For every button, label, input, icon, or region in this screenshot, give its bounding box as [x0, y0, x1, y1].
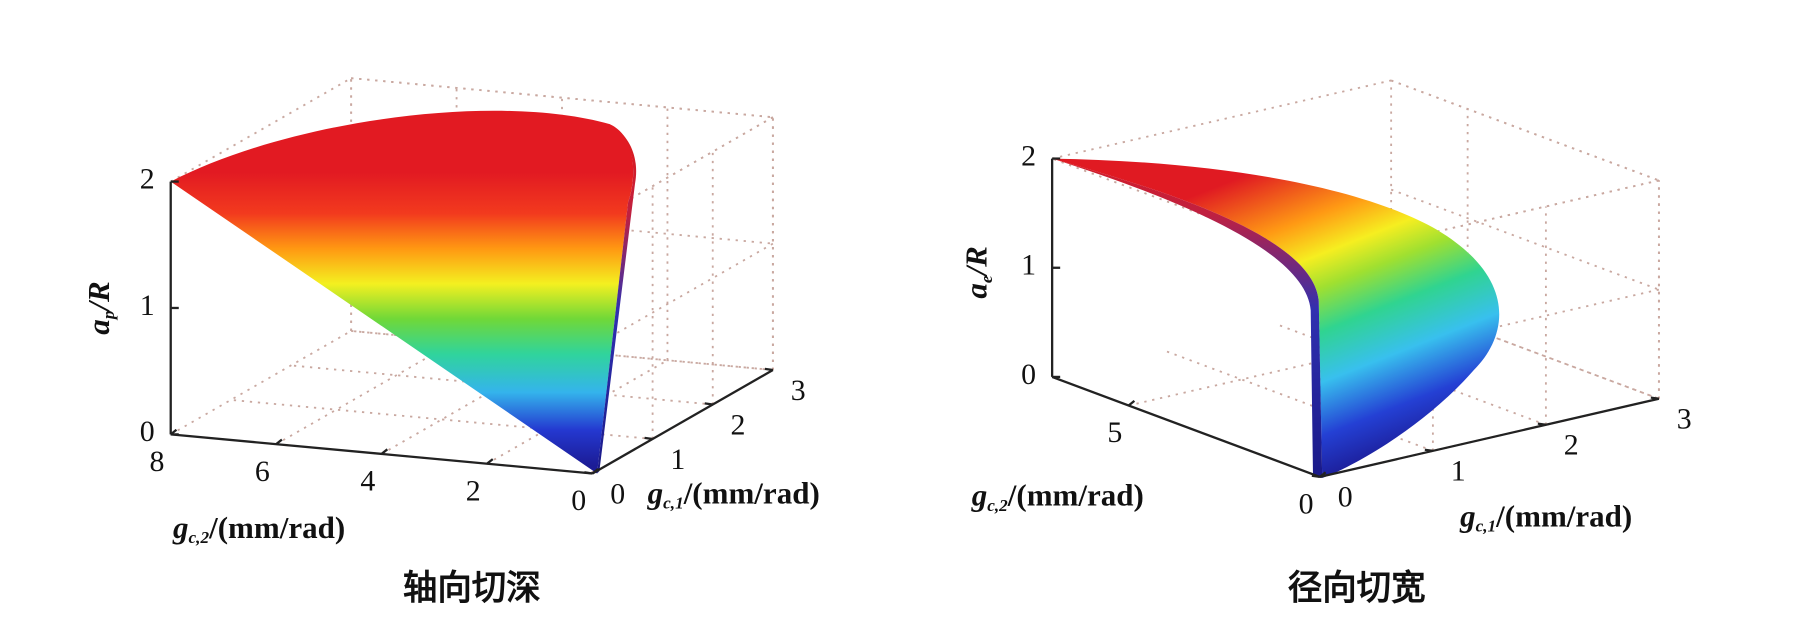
y-tick-label: 2	[731, 408, 746, 441]
x-tick-label: 4	[360, 465, 375, 498]
x-axis-label-sub: c,2	[987, 496, 1008, 515]
tick-mark	[704, 402, 713, 406]
y-axis	[1319, 397, 1660, 479]
x-axis-label: gc,2/(mm/rad)	[172, 510, 345, 547]
tick-mark	[584, 471, 593, 475]
x-tick-label: 0	[571, 484, 586, 517]
caption: 轴向切深	[403, 570, 541, 608]
y-tick-label: 1	[670, 443, 685, 476]
x-tick-label: 8	[149, 445, 164, 478]
box-edge	[1051, 79, 1392, 160]
x-tick-label: 0	[1299, 488, 1314, 521]
z-tick-label: 0	[1021, 358, 1036, 391]
x-axis-label-main: g	[172, 510, 189, 545]
z-axis-label-sub: p	[99, 310, 118, 321]
tick-mark	[591, 467, 599, 475]
box-edge	[351, 77, 773, 119]
tick-mark	[1311, 474, 1321, 479]
tick-mark	[764, 367, 774, 372]
y-tick-label: 0	[610, 477, 625, 510]
x-axis-label-sub: c,2	[189, 528, 210, 547]
z-axis-label: ap/R	[81, 281, 118, 334]
grid-line	[170, 330, 352, 436]
surface	[170, 110, 634, 474]
y-tick-label: 3	[791, 374, 806, 407]
tick-mark	[1127, 399, 1136, 407]
tick-mark	[486, 458, 494, 465]
tick-mark	[275, 438, 283, 446]
z-tick-label: 1	[1021, 249, 1036, 282]
x-axis-label-rest: /(mm/rad)	[208, 510, 345, 545]
y-tick-label: 2	[1564, 429, 1579, 462]
tick-mark	[1537, 422, 1547, 426]
tick-mark	[380, 448, 389, 455]
x-axis-label-rest: /(mm/rad)	[1007, 478, 1144, 513]
grid-line	[351, 77, 773, 119]
y-axis-label: gc,1/(mm/rad)	[647, 476, 820, 513]
surface	[1052, 158, 1500, 479]
y-tick-label: 0	[1338, 481, 1353, 514]
y-axis-label-rest: /(mm/rad)	[683, 476, 820, 511]
x-axis-label: gc,2/(mm/rad)	[971, 478, 1144, 515]
z-axis-label-rest: /R	[81, 281, 116, 312]
x-axis	[1051, 375, 1321, 478]
grid-line	[1390, 79, 1660, 182]
z-tick-label: 1	[140, 289, 155, 322]
y-axis-label-sub: c,1	[663, 493, 684, 512]
y-axis-label-rest: /(mm/rad)	[1495, 499, 1632, 534]
x-tick-label: 2	[466, 474, 481, 507]
x-tick-label: 6	[255, 455, 270, 488]
y-tick-label: 3	[1677, 403, 1692, 436]
y-tick-label: 1	[1451, 455, 1466, 488]
tick-mark	[170, 428, 178, 436]
z-axis-label-main: a	[81, 319, 116, 335]
y-axis-label-sub: c,1	[1476, 516, 1497, 535]
x-axis-label-main: g	[971, 478, 988, 513]
surface-inner	[1052, 158, 1323, 479]
caption: 径向切宽	[1288, 569, 1426, 608]
y-axis-label-main: g	[647, 476, 664, 511]
z-axis-label-sub: e	[977, 275, 996, 283]
tick-mark	[1424, 448, 1434, 452]
z-axis-label-main: a	[959, 283, 994, 299]
tick-mark	[1650, 396, 1660, 400]
tick-mark	[644, 436, 653, 441]
z-axis-label-rest: /R	[959, 246, 994, 277]
z-tick-label: 0	[140, 415, 155, 448]
y-axis-label: gc,1/(mm/rad)	[1459, 499, 1632, 536]
x-tick-label: 5	[1107, 416, 1122, 449]
y-axis	[591, 369, 774, 475]
y-axis-label-main: g	[1459, 499, 1476, 534]
z-axis-label: ae/R	[959, 246, 996, 298]
z-tick-label: 2	[140, 162, 155, 195]
tick-mark	[1319, 471, 1327, 478]
z-tick-label: 2	[1021, 139, 1036, 172]
